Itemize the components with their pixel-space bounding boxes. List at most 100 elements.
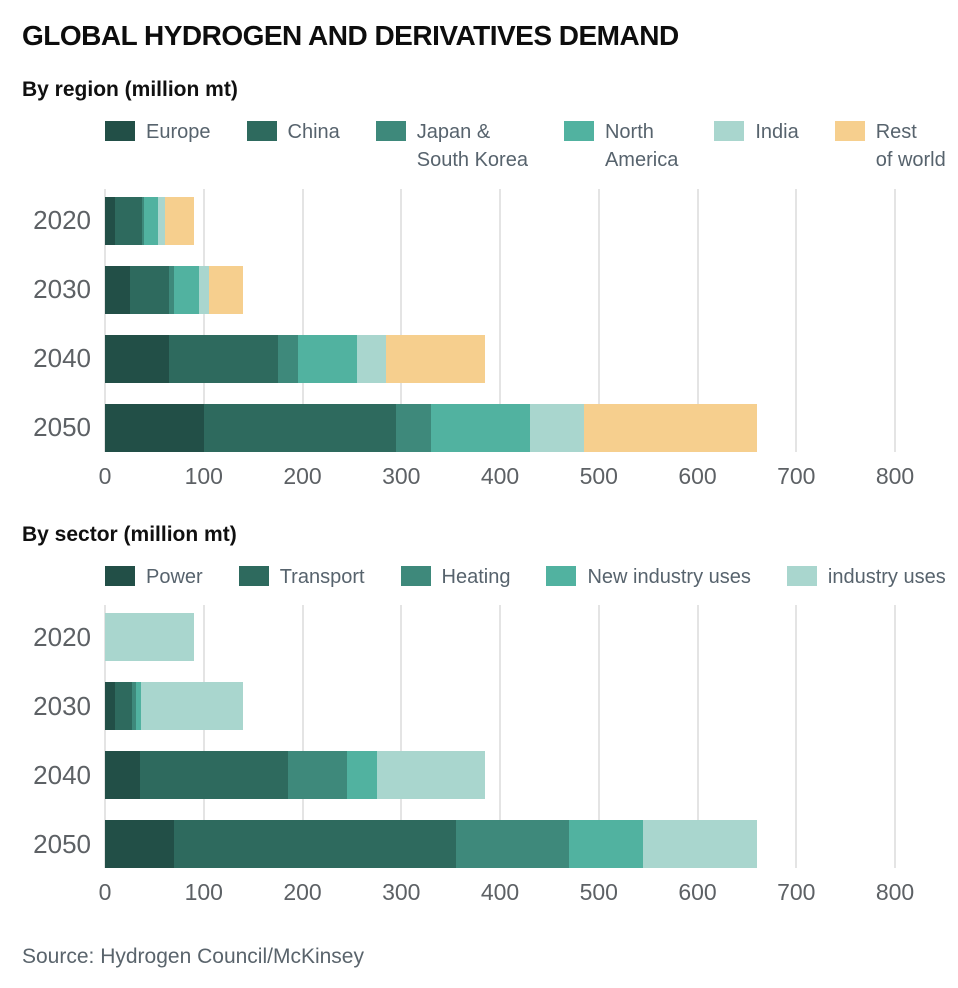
- legend-swatch-europe: [105, 121, 135, 141]
- legend-item-transport: Transport: [238, 563, 365, 591]
- gridline-0: [104, 605, 106, 869]
- gridline-800: [894, 188, 896, 452]
- gridline-700: [795, 605, 798, 869]
- segment-transport: [139, 751, 288, 800]
- segment-europe: [105, 334, 170, 383]
- gridline-300: [400, 188, 403, 452]
- tick-label-800: 800: [875, 879, 915, 906]
- segment-europe: [105, 196, 115, 245]
- bar-row-2030: [105, 682, 895, 731]
- y-axis-labels: 2020 2030 2040 2050: [22, 189, 105, 497]
- legend-swatch-industry-uses: [786, 565, 817, 586]
- tick-label-600: 600: [678, 462, 717, 489]
- tick-label-700: 700: [777, 879, 816, 906]
- chart-subtitle-by-region: By region (million mt): [22, 78, 238, 101]
- gridlines: [104, 605, 896, 869]
- gridline-600: [696, 188, 699, 452]
- legend-swatch-india: [714, 121, 745, 141]
- chart-subtitle-by-sector: By sector (million mt): [22, 522, 237, 546]
- x-axis-labels: 0 100 200 300 400 500 600 700 800: [99, 873, 915, 913]
- gridline-100: [202, 188, 205, 452]
- segment-transport: [174, 820, 456, 869]
- legend-label-new-industry-uses: New industry uses: [587, 565, 751, 588]
- page-title: GLOBAL HYDROGEN AND DERIVATIVES DEMAND: [22, 20, 679, 51]
- year-label-2050: 2050: [33, 828, 91, 859]
- segment-industry-uses: [105, 613, 194, 662]
- segment-japan-south-korea: [277, 334, 298, 383]
- segment-china: [203, 403, 397, 452]
- segment-rest-of-world: [386, 334, 486, 383]
- legend-item-new-industry-uses: New industry uses: [546, 563, 751, 591]
- bar-row-2050: [105, 403, 895, 452]
- chart-section-by-sector: By sector (million mt) Power Transport Hea…: [0, 523, 958, 913]
- segment-europe: [105, 265, 130, 314]
- plot-area: 0 100 200 300 400 500 600 700 800: [99, 188, 914, 497]
- bars-region: [104, 605, 896, 869]
- legend-item-europe: Europe: [105, 118, 211, 175]
- legend-item-heating: Heating: [400, 563, 510, 591]
- tick-label-300: 300: [382, 462, 421, 489]
- gridline-200: [301, 188, 304, 452]
- legend-label-india: India: [755, 121, 799, 143]
- tick-label-400: 400: [480, 879, 520, 906]
- gridline-500: [597, 605, 600, 869]
- tick-label-800: 800: [875, 462, 915, 489]
- segment-europe: [105, 403, 204, 452]
- year-label-2020: 2020: [33, 621, 91, 652]
- legend-item-power: Power: [105, 563, 203, 591]
- year-label-2040: 2040: [33, 759, 91, 790]
- year-label-2020: 2020: [33, 205, 91, 236]
- legend-swatch-north-america: [563, 121, 594, 141]
- bar-row-2050: [105, 820, 895, 869]
- tick-label-0: 0: [98, 879, 112, 906]
- segment-japan-south-korea: [169, 265, 175, 314]
- gridline-200: [301, 605, 304, 869]
- gridline-800: [894, 605, 896, 869]
- y-axis-labels: 2020 2030 2040 2050: [22, 605, 105, 913]
- segment-north-america: [144, 196, 159, 245]
- segment-rest-of-world: [208, 265, 244, 314]
- tick-label-200: 200: [283, 462, 322, 489]
- legend-swatch-heating: [400, 565, 431, 586]
- bar-rows: [105, 196, 895, 452]
- legend-label-rest-of-world: Rest of world: [875, 121, 946, 172]
- legend-label-europe: Europe: [146, 121, 211, 143]
- segment-rest-of-world: [165, 196, 194, 245]
- gridline-400: [499, 605, 501, 869]
- tick-label-500: 500: [579, 879, 618, 906]
- legend-item-rest-of-world: Rest of world: [834, 118, 946, 175]
- source-note: Source: Hydrogen Council/McKinsey: [22, 945, 364, 969]
- gridline-500: [597, 188, 600, 452]
- bars-region: [104, 188, 896, 452]
- gridline-0: [104, 188, 106, 452]
- segment-japan-south-korea: [141, 196, 145, 245]
- segment-india: [356, 334, 387, 383]
- bar-row-2020: [105, 613, 895, 662]
- legend-item-india: India: [714, 118, 799, 175]
- gridline-300: [400, 605, 403, 869]
- segment-india: [529, 403, 584, 452]
- segment-china: [129, 265, 170, 314]
- segment-india: [158, 196, 166, 245]
- year-label-2040: 2040: [33, 343, 91, 374]
- segment-new-industry-uses: [346, 751, 377, 800]
- plot-area: 0 100 200 300 400 500 600 700 800: [99, 605, 915, 913]
- legend-label-china: China: [287, 121, 340, 143]
- segment-heating: [131, 682, 136, 731]
- segment-north-america: [297, 334, 357, 383]
- gridline-700: [795, 188, 798, 452]
- legend-label-japan-south-korea: Japan & South Korea: [416, 121, 528, 172]
- year-label-2050: 2050: [33, 412, 91, 443]
- tick-label-500: 500: [579, 462, 618, 489]
- gridline-400: [499, 188, 501, 452]
- legend-item-china: China: [246, 118, 340, 175]
- segment-power: [105, 820, 175, 869]
- year-label-2030: 2030: [33, 274, 91, 305]
- legend-swatch-transport: [238, 565, 269, 586]
- tick-label-300: 300: [382, 879, 421, 906]
- legend-label-power: Power: [146, 565, 203, 588]
- segment-industry-uses: [140, 682, 244, 731]
- bar-row-2040: [105, 751, 895, 800]
- segment-north-america: [430, 403, 530, 452]
